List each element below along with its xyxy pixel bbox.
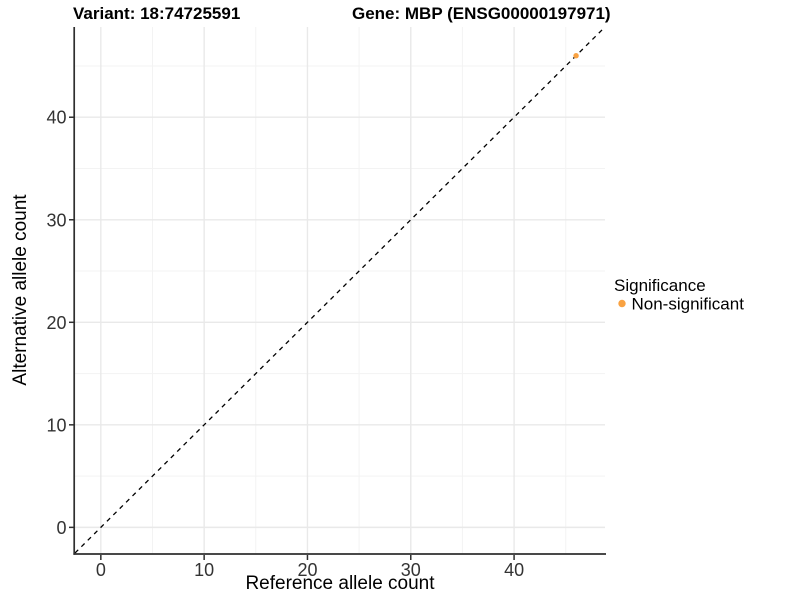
y-tick-label: 30 — [46, 210, 66, 230]
data-point — [573, 53, 579, 59]
data-points-layer — [573, 53, 579, 59]
x-axis-title: Reference allele count — [245, 573, 435, 594]
legend-title: Significance — [614, 276, 706, 295]
axis-ticks-layer — [69, 116, 515, 560]
legend: Significance Non-significant — [614, 276, 744, 314]
y-tick-label: 0 — [56, 518, 66, 538]
x-tick-label: 10 — [194, 560, 214, 580]
plot-title-gene: Gene: MBP (ENSG00000197971) — [352, 4, 611, 23]
tick-labels-layer: 0 10 20 30 40 0 10 20 30 40 — [46, 108, 524, 580]
x-tick-label: 40 — [504, 560, 524, 580]
x-tick-label: 20 — [297, 560, 317, 580]
identity-line — [74, 26, 606, 554]
grid-minor-layer — [75, 27, 605, 553]
legend-entry-label: Non-significant — [632, 295, 745, 314]
x-tick-label: 0 — [96, 560, 106, 580]
y-tick-label: 20 — [46, 313, 66, 333]
plot-title-variant: Variant: 18:74725591 — [73, 4, 240, 23]
y-tick-label: 40 — [46, 108, 66, 128]
legend-key-dot-icon — [618, 299, 626, 308]
x-tick-label: 30 — [401, 560, 421, 580]
y-tick-label: 10 — [46, 415, 66, 435]
grid-major-layer — [75, 27, 605, 553]
y-axis-title: Alternative allele count — [10, 194, 31, 386]
identity-line-layer — [74, 26, 606, 554]
